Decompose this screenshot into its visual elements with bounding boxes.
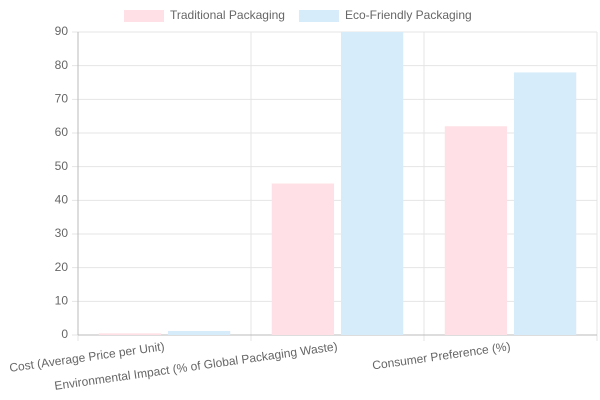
y-tick-label: 60 <box>55 125 69 139</box>
bar <box>444 126 508 336</box>
y-tick-label: 30 <box>55 226 69 240</box>
y-tick-label: 80 <box>55 58 69 72</box>
bar <box>98 333 162 335</box>
legend-swatch <box>124 10 164 22</box>
y-tick-label: 40 <box>55 193 69 207</box>
y-tick-label: 20 <box>55 260 69 274</box>
legend-label: Traditional Packaging <box>170 8 285 22</box>
x-tick-label: Consumer Preference (%) <box>371 339 511 372</box>
y-tick-label: 50 <box>55 159 69 173</box>
legend-label: Eco-Friendly Packaging <box>345 8 472 22</box>
bar <box>513 72 577 336</box>
y-tick-label: 10 <box>55 294 69 308</box>
y-tick-label: 90 <box>55 24 69 38</box>
bar <box>167 330 231 335</box>
legend-swatch <box>298 10 339 22</box>
bar <box>340 32 404 335</box>
y-tick-label: 0 <box>61 327 68 341</box>
bar <box>271 183 335 335</box>
x-tick-label: Environmental Impact (% of Global Packag… <box>54 339 339 393</box>
y-tick-label: 70 <box>55 92 69 106</box>
